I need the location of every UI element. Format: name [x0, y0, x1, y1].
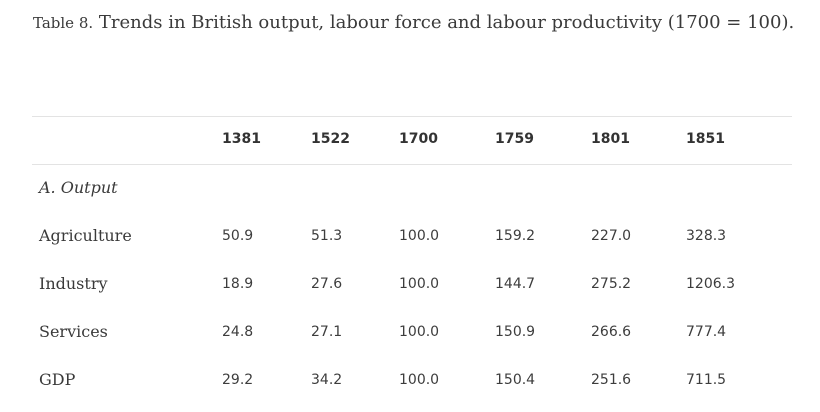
table-cell: 275.2 [591, 276, 632, 292]
table-row: Agriculture 50.9 51.3 100.0 159.2 227.0 … [0, 225, 820, 247]
table-cell: 328.3 [686, 228, 727, 244]
table-cell: 266.6 [591, 324, 632, 340]
table-cell: 50.9 [222, 228, 254, 244]
table-cell: 18.9 [222, 276, 254, 292]
section-title: A. Output [39, 178, 118, 197]
table-cell: 24.8 [222, 324, 254, 340]
table-row: Industry 18.9 27.6 100.0 144.7 275.2 120… [0, 273, 820, 295]
table-cell: 150.9 [495, 324, 536, 340]
table-cell: 100.0 [399, 276, 440, 292]
table-caption: Table 8. Trends in British output, labou… [33, 12, 813, 34]
table-cell: 227.0 [591, 228, 632, 244]
column-header: 1759 [495, 131, 534, 147]
table-cell: 159.2 [495, 228, 536, 244]
table-row: GDP 29.2 34.2 100.0 150.4 251.6 711.5 [0, 369, 820, 391]
row-label: GDP [39, 370, 76, 389]
column-header: 1801 [591, 131, 630, 147]
table-cell: 100.0 [399, 372, 440, 388]
table-cell: 144.7 [495, 276, 536, 292]
table-cell: 27.1 [311, 324, 343, 340]
table-cell: 150.4 [495, 372, 536, 388]
row-label: Industry [39, 274, 108, 293]
table-cell: 34.2 [311, 372, 343, 388]
row-label: Agriculture [39, 226, 132, 245]
column-header: 1522 [311, 131, 350, 147]
table-cell: 777.4 [686, 324, 727, 340]
table-title: Trends in British output, labour force a… [98, 12, 795, 33]
table-cell: 100.0 [399, 228, 440, 244]
table-header-rule [32, 164, 792, 165]
table-cell: 1206.3 [686, 276, 735, 292]
row-label: Services [39, 322, 108, 341]
table-top-rule [32, 116, 792, 117]
table-header-row: 1381 1522 1700 1759 1801 1851 [0, 128, 820, 150]
table-cell: 251.6 [591, 372, 632, 388]
table-cell: 711.5 [686, 372, 727, 388]
table-number: Table 8. [33, 14, 94, 32]
table-cell: 51.3 [311, 228, 343, 244]
table-cell: 29.2 [222, 372, 254, 388]
column-header: 1700 [399, 131, 438, 147]
table-cell: 100.0 [399, 324, 440, 340]
table-row: Services 24.8 27.1 100.0 150.9 266.6 777… [0, 321, 820, 343]
column-header: 1381 [222, 131, 261, 147]
column-header: 1851 [686, 131, 725, 147]
table-cell: 27.6 [311, 276, 343, 292]
